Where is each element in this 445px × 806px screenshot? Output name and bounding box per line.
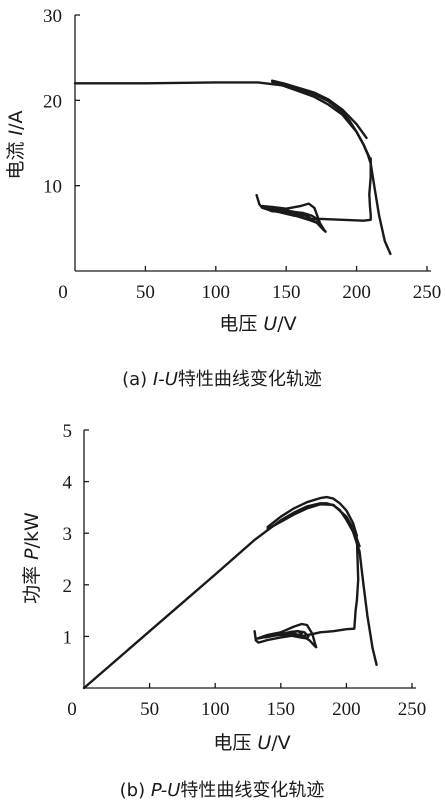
iu-x-tick-label: 0 bbox=[58, 282, 68, 303]
pu-series-line-2 bbox=[266, 495, 359, 537]
iu-x-axis-title: 电压 U/V bbox=[219, 313, 296, 335]
pu-x-tick-label: 50 bbox=[140, 699, 159, 720]
pu-y-tick-label: 4 bbox=[63, 473, 73, 494]
iu-x-tick-label: 150 bbox=[272, 282, 301, 303]
iu-axes bbox=[74, 15, 431, 272]
iu-caption: (a) I-U特性曲线变化轨迹 bbox=[122, 369, 322, 390]
pu-series-line-3 bbox=[299, 537, 360, 638]
iu-x-tick-label: 50 bbox=[136, 282, 155, 303]
iu-ticks bbox=[75, 14, 428, 271]
iu-x-tick-label: 250 bbox=[413, 282, 442, 303]
iu-y-tick-label: 10 bbox=[43, 177, 62, 198]
pu-x-tick-label: 150 bbox=[267, 699, 296, 720]
pu-ticks bbox=[84, 429, 413, 688]
pu-x-tick-label: 250 bbox=[398, 699, 427, 720]
pu-tick-labels: 0 50 100 150 200 250 1 2 3 4 5 bbox=[63, 421, 427, 720]
pu-y-tick-label: 3 bbox=[63, 524, 73, 545]
pu-caption: (b) P-U特性曲线变化轨迹 bbox=[120, 780, 325, 801]
iu-series-line-1 bbox=[270, 80, 372, 162]
pu-series-line-7 bbox=[277, 630, 303, 637]
pu-y-tick-label: 1 bbox=[63, 627, 73, 648]
iu-x-tick-label: 100 bbox=[202, 282, 231, 303]
iu-series-line-2 bbox=[270, 79, 368, 140]
iu-curves bbox=[73, 79, 392, 256]
iu-x-tick-label: 200 bbox=[342, 282, 371, 303]
iu-series-line-0 bbox=[73, 81, 392, 256]
iu-series-line-7 bbox=[278, 208, 310, 217]
pu-x-tick-label: 0 bbox=[67, 699, 77, 720]
pu-series-line-1 bbox=[266, 503, 361, 548]
pu-x-tick-label: 100 bbox=[201, 699, 230, 720]
iu-y-tick-label: 20 bbox=[43, 91, 62, 112]
pu-axes bbox=[83, 430, 416, 689]
iu-tick-labels: 0 50 100 150 200 250 10 20 30 bbox=[43, 6, 441, 303]
pu-x-tick-label: 200 bbox=[332, 699, 361, 720]
pu-series-line-0 bbox=[82, 502, 378, 690]
pu-y-axis-title: 功率 P/kW bbox=[21, 512, 43, 604]
pu-y-tick-label: 2 bbox=[63, 576, 73, 597]
pu-curves bbox=[82, 495, 378, 690]
pu-x-axis-title: 电压 U/V bbox=[213, 732, 290, 754]
iu-chart: 0 50 100 150 200 250 10 20 30 电压 U/V 电流 I/A (a) … bbox=[5, 6, 441, 390]
pu-y-tick-label: 5 bbox=[63, 421, 73, 442]
iu-y-axis-title: 电流 I/A bbox=[5, 110, 27, 179]
pu-chart: 0 50 100 150 200 250 1 2 3 4 5 电压 U/V 功率 P/kW (b) … bbox=[21, 421, 426, 801]
iu-y-tick-label: 30 bbox=[43, 6, 62, 27]
